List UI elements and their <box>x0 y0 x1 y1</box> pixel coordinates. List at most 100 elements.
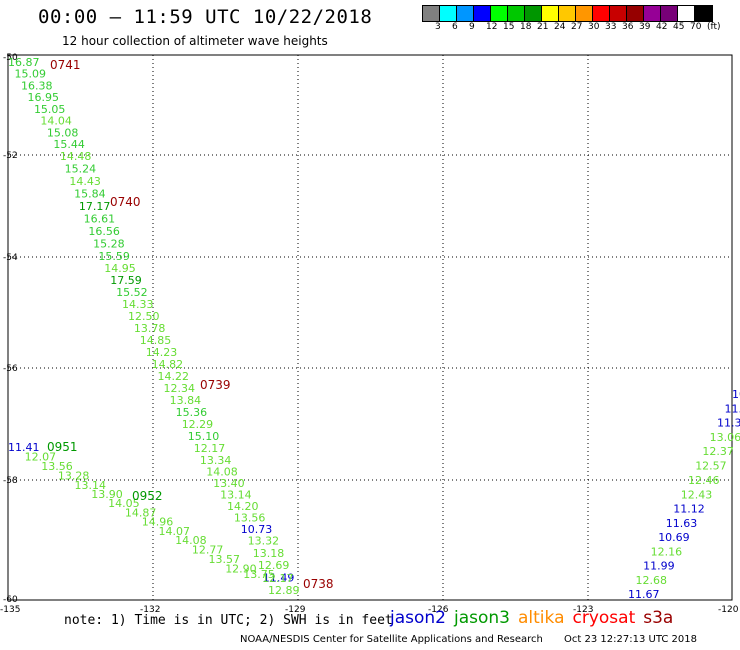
credit-line: NOAA/NESDIS Center for Satellite Applica… <box>240 634 697 645</box>
wave-height-value: 15.28 <box>93 237 125 250</box>
color-scale-label: 42 <box>656 22 668 32</box>
wave-height-value: 11. <box>725 402 740 415</box>
wave-height-value: 12.77 <box>192 544 224 557</box>
wave-height-value: 12.07 <box>25 450 57 463</box>
wave-height-value: 14.96 <box>142 516 174 529</box>
color-swatch <box>423 6 440 21</box>
wave-height-value: 15.84 <box>74 187 106 200</box>
wave-height-value: 14.23 <box>146 346 178 359</box>
color-scale-label: 15 <box>503 22 515 32</box>
wave-height-value: 12.57 <box>695 460 727 473</box>
satellite-label-jason3: jason3 <box>454 608 510 628</box>
satellite-legend: jason2 jason3 altika cryosat s3a <box>390 608 681 628</box>
wave-height-value: 11.99 <box>643 560 675 573</box>
wave-height-value: 17.17 <box>79 200 111 213</box>
color-swatch <box>627 6 644 21</box>
wave-height-value: 10.73 <box>241 523 273 536</box>
wave-height-value: 15.05 <box>34 103 66 116</box>
latitude-label: -52 <box>3 151 18 161</box>
wave-height-value: 10.69 <box>658 531 690 544</box>
pass-time-label: 0741 <box>50 58 81 72</box>
color-scale-label: 18 <box>520 22 532 32</box>
wave-height-value: 14.08 <box>175 534 207 547</box>
wave-height-value: 12.89 <box>268 584 300 597</box>
wave-height-value: 16.95 <box>27 91 59 104</box>
color-scale-label: 24 <box>554 22 566 32</box>
color-scale-label: 12 <box>486 22 498 32</box>
color-scale-label: 36 <box>622 22 634 32</box>
color-swatch <box>508 6 525 21</box>
chart-subtitle: 12 hour collection of altimeter wave hei… <box>62 34 328 48</box>
wave-height-value: 12.17 <box>262 572 294 585</box>
color-swatch <box>593 6 610 21</box>
wave-height-value: 12.34 <box>164 382 196 395</box>
wave-height-value: 14.48 <box>60 150 92 163</box>
map-border <box>7 54 733 601</box>
wave-height-value: 11.41 <box>8 441 40 454</box>
wave-height-value: 14.87 <box>125 506 157 519</box>
wave-height-value: 13.56 <box>234 511 266 524</box>
color-scale-label: 27 <box>571 22 583 32</box>
wave-height-value: 15.08 <box>47 126 79 139</box>
map-grid <box>7 54 733 601</box>
wave-height-value: 14.33 <box>122 298 154 311</box>
wave-height-color-scale <box>422 5 713 22</box>
wave-height-value: 11.3 <box>717 417 740 430</box>
latitude-label: -56 <box>3 364 18 374</box>
color-scale-label: 45 <box>673 22 685 32</box>
wave-height-value: 14.05 <box>108 497 140 510</box>
wave-height-value: 17.59 <box>110 274 142 287</box>
color-swatch <box>661 6 678 21</box>
wave-height-value: 14.04 <box>40 115 72 128</box>
longitude-label: -129 <box>285 605 306 615</box>
pass-time-label: 0739 <box>200 378 231 392</box>
wave-height-value: 16.38 <box>21 79 53 92</box>
color-swatch <box>457 6 474 21</box>
wave-height-value: 13.75 <box>243 568 275 581</box>
wave-height-value: 12.68 <box>636 574 668 587</box>
wave-height-value: 15.52 <box>116 286 147 299</box>
pass-time-label: 0951 <box>47 440 78 454</box>
wave-height-value: 13.78 <box>134 322 166 335</box>
longitude-label: -126 <box>428 605 449 615</box>
longitude-label: -120 <box>718 605 739 615</box>
color-scale-label: 21 <box>537 22 549 32</box>
footnote: note: 1) Time is in UTC; 2) SWH is in fe… <box>64 613 393 628</box>
wave-height-value: 13.57 <box>209 553 241 566</box>
wave-height-value: 16.61 <box>84 212 116 225</box>
wave-height-value: 13.18 <box>253 547 285 560</box>
wave-height-value: 14.22 <box>158 370 190 383</box>
wave-height-value: 13.56 <box>41 460 73 473</box>
chart-title: 00:00 – 11:59 UTC 10/22/2018 <box>38 6 373 28</box>
wave-height-value: 13.14 <box>220 488 252 501</box>
wave-height-value: 12.69 <box>258 559 290 572</box>
wave-height-value: 14.20 <box>227 500 259 513</box>
wave-height-value: 16.87 <box>8 56 40 69</box>
color-scale-label: 9 <box>469 22 475 32</box>
color-scale-label: 3 <box>435 22 441 32</box>
color-swatch <box>678 6 695 21</box>
satellite-label-altika: altika <box>518 608 565 628</box>
wave-height-value: 15.09 <box>14 68 46 81</box>
wave-height-value: 12.43 <box>681 488 713 501</box>
longitude-label: -132 <box>140 605 160 615</box>
wave-height-value: 12.17 <box>194 442 226 455</box>
wave-height-value: 15.59 <box>98 250 130 263</box>
wave-height-value: 11.63 <box>666 517 698 530</box>
latitude-label: -50 <box>3 53 18 63</box>
wave-height-value: 12.37 <box>702 445 734 458</box>
pass-time-label: 0738 <box>303 577 334 591</box>
color-swatch <box>695 6 712 21</box>
color-scale-label: 33 <box>605 22 617 32</box>
wave-height-value: 12.29 <box>182 418 214 431</box>
latitude-label: -54 <box>3 253 18 263</box>
generated-timestamp: Oct 23 12:27:13 UTC 2018 <box>564 634 697 645</box>
color-scale-label: (ft) <box>707 22 721 32</box>
wave-height-value: 13.90 <box>91 488 123 501</box>
wave-height-value: 12.50 <box>128 310 160 323</box>
color-swatch <box>610 6 627 21</box>
color-scale-label: 39 <box>639 22 651 32</box>
pass-time-label: 0952 <box>132 489 163 503</box>
wave-height-value: 12.90 <box>225 562 257 575</box>
